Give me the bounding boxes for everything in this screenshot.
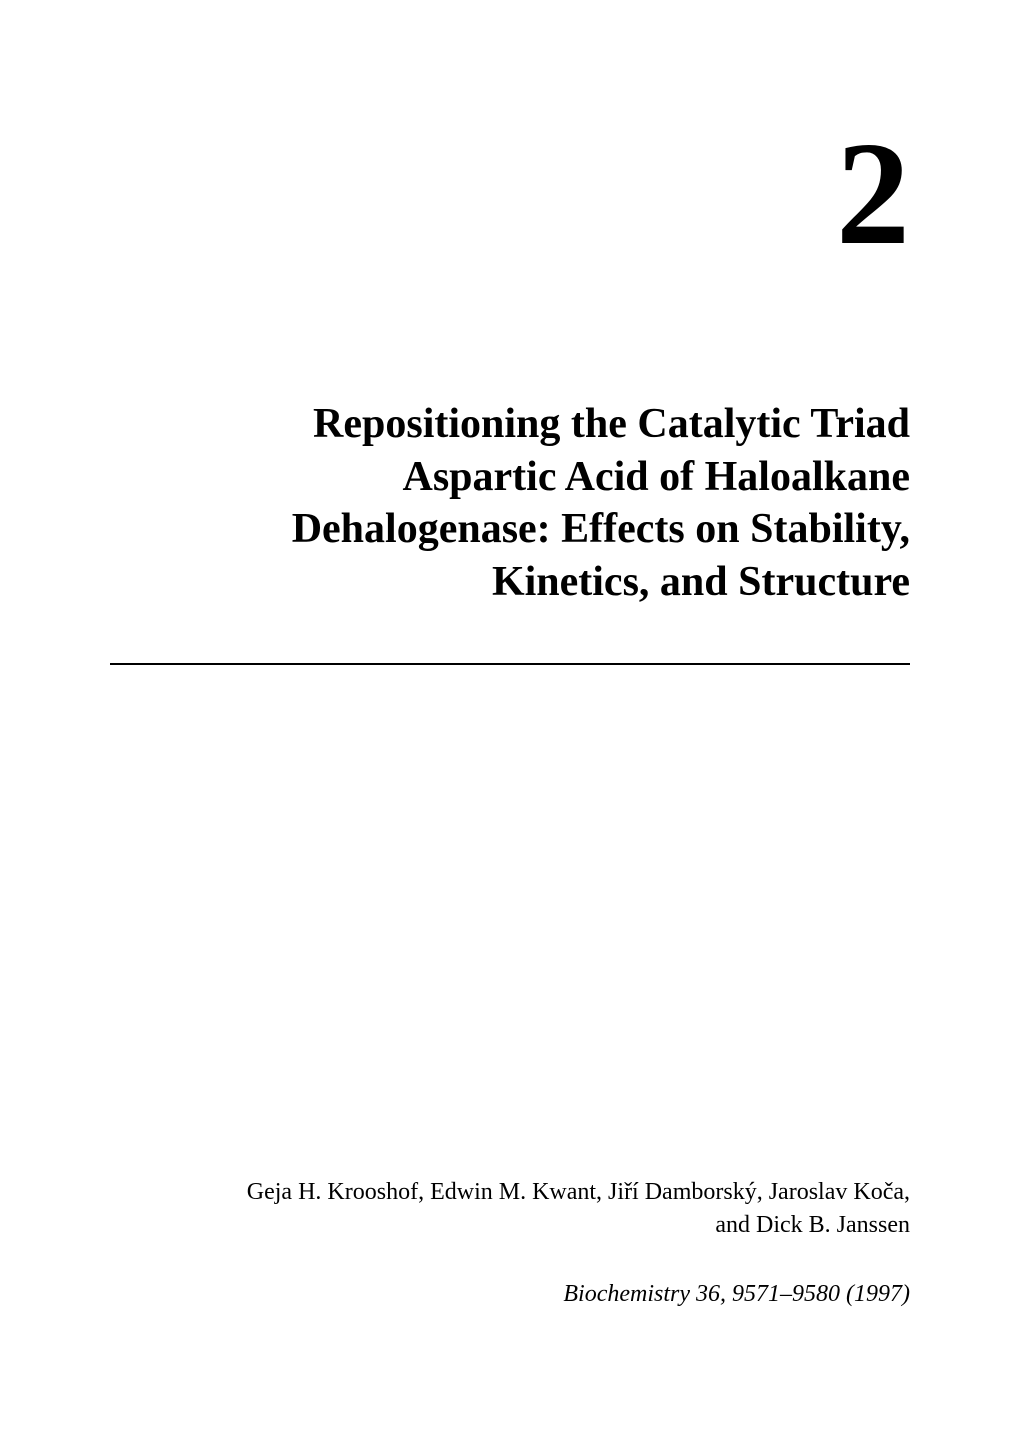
chapter-title: Repositioning the Catalytic Triad Aspart… [110,398,910,608]
chapter-number: 2 [110,120,910,268]
authors: Geja H. Krooshof, Edwin M. Kwant, Jiří D… [110,1176,910,1241]
title-line-3: Dehalogenase: Effects on Stability, [292,506,910,552]
title-line-2: Aspartic Acid of Haloalkane [402,454,910,500]
authors-line-1: Geja H. Krooshof, Edwin M. Kwant, Jiří D… [247,1179,910,1205]
title-divider [110,663,910,665]
title-line-1: Repositioning the Catalytic Triad [313,401,910,447]
bottom-section: Geja H. Krooshof, Edwin M. Kwant, Jiří D… [110,1176,910,1308]
authors-line-2: and Dick B. Janssen [715,1212,910,1238]
title-line-4: Kinetics, and Structure [492,559,910,605]
citation: Biochemistry 36, 9571–9580 (1997) [110,1281,910,1308]
